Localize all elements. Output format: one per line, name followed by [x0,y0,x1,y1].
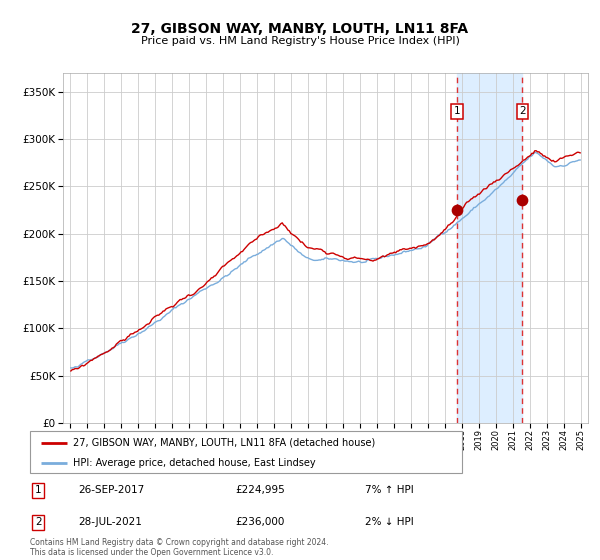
Text: 28-JUL-2021: 28-JUL-2021 [79,517,142,528]
Text: 26-SEP-2017: 26-SEP-2017 [79,485,145,495]
Text: 2: 2 [35,517,41,528]
Text: £236,000: £236,000 [235,517,284,528]
Text: 1: 1 [35,485,41,495]
Text: HPI: Average price, detached house, East Lindsey: HPI: Average price, detached house, East… [73,458,316,468]
Text: 27, GIBSON WAY, MANBY, LOUTH, LN11 8FA: 27, GIBSON WAY, MANBY, LOUTH, LN11 8FA [131,22,469,36]
FancyBboxPatch shape [30,431,462,473]
Text: Contains HM Land Registry data © Crown copyright and database right 2024.
This d: Contains HM Land Registry data © Crown c… [30,538,329,557]
Text: 1: 1 [454,106,461,116]
Point [452,206,462,214]
Text: 2% ↓ HPI: 2% ↓ HPI [365,517,413,528]
Text: Price paid vs. HM Land Registry's House Price Index (HPI): Price paid vs. HM Land Registry's House … [140,36,460,46]
Point [518,195,527,204]
Text: 2: 2 [519,106,526,116]
Bar [457,73,523,423]
Text: 7% ↑ HPI: 7% ↑ HPI [365,485,413,495]
Text: £224,995: £224,995 [235,485,285,495]
Text: 27, GIBSON WAY, MANBY, LOUTH, LN11 8FA (detached house): 27, GIBSON WAY, MANBY, LOUTH, LN11 8FA (… [73,438,376,448]
